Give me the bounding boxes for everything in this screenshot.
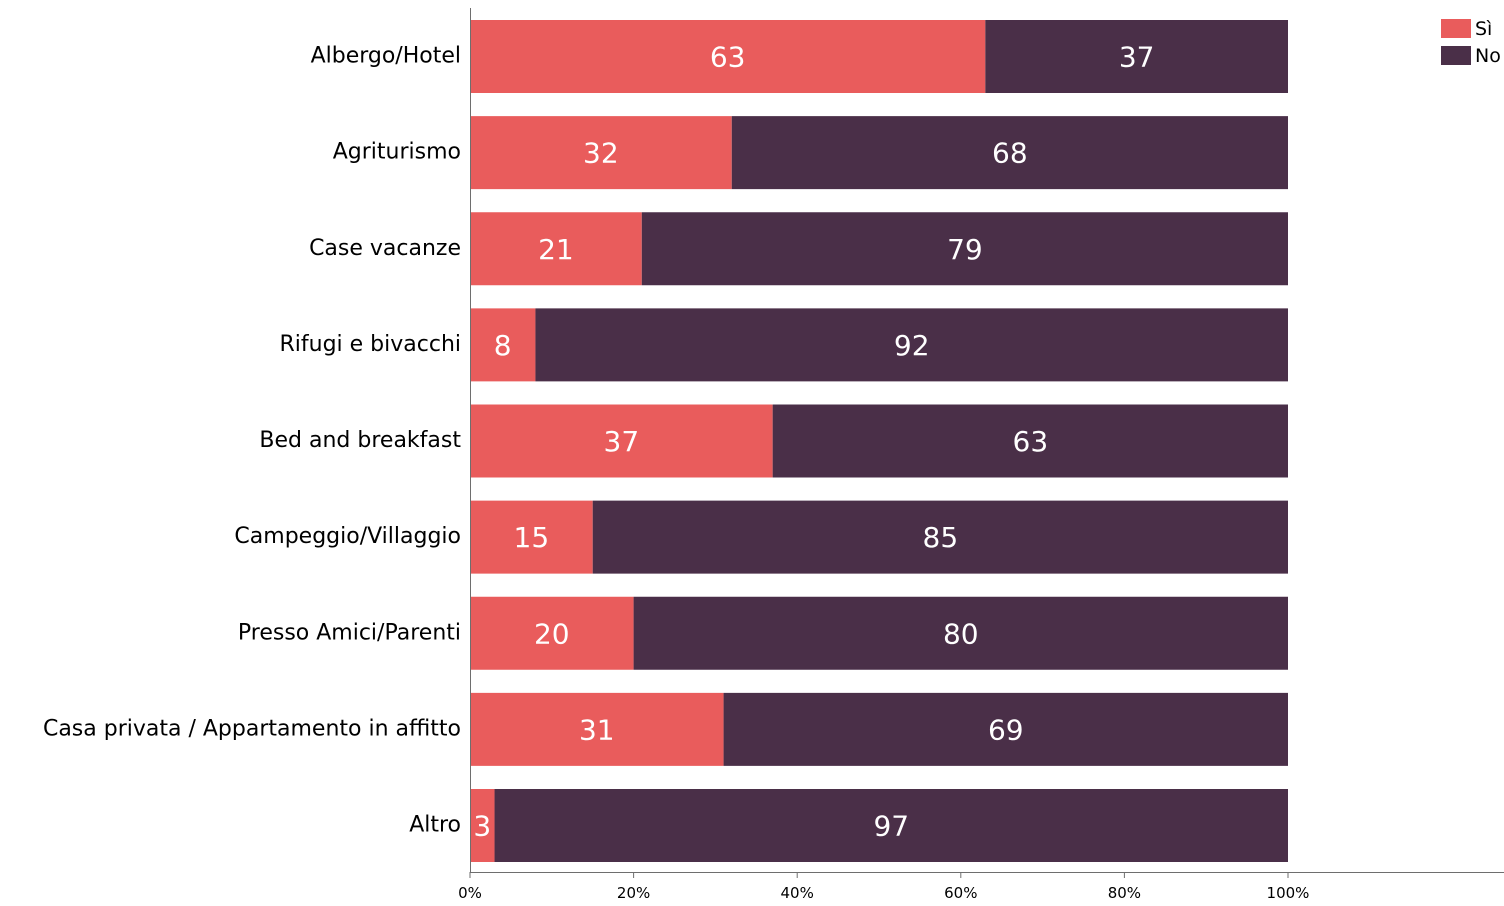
legend: Sì No <box>1441 18 1501 67</box>
x-tick-label: 40% <box>781 884 814 902</box>
bar-value-label: 85 <box>923 521 959 554</box>
bar-value-label: 68 <box>992 137 1028 170</box>
legend-label: No <box>1475 45 1501 67</box>
bar-value-label: 69 <box>988 713 1024 746</box>
category-label: Albergo/Hotel <box>311 44 461 69</box>
category-label: Campeggio/Villaggio <box>234 524 461 549</box>
x-tick-label: 0% <box>458 884 482 902</box>
category-label: Rifugi e bivacchi <box>279 332 461 357</box>
bar-segment-no <box>641 212 1288 286</box>
category-label: Casa privata / Appartamento in affitto <box>43 716 461 741</box>
bar-value-label: 20 <box>534 617 570 650</box>
bar-segment-no <box>494 789 1288 862</box>
bar-segment-no <box>731 116 1288 190</box>
bars-group: 63 37 32 68 21 79 8 92 37 63 15 85 20 80 31 69 3 97 <box>470 20 1288 862</box>
bar-value-label: 63 <box>1013 425 1049 458</box>
bar-segment-si <box>470 404 773 478</box>
bar-segment-si <box>470 500 593 574</box>
bar-segment-no <box>985 20 1288 93</box>
bar-value-label: 79 <box>947 233 983 266</box>
bar-value-label: 8 <box>494 329 512 362</box>
bar-segment-si <box>470 308 536 382</box>
legend-swatch <box>1441 46 1471 65</box>
category-label: Agriturismo <box>333 140 461 165</box>
bar-value-label: 37 <box>1119 41 1155 74</box>
bar-value-label: 92 <box>894 329 930 362</box>
legend-swatch <box>1441 19 1471 38</box>
bar-value-label: 37 <box>604 425 640 458</box>
bar-value-label: 32 <box>583 137 619 170</box>
bar-value-label: 15 <box>514 521 550 554</box>
x-tick-label: 100% <box>1267 884 1310 902</box>
bar-value-label: 3 <box>473 810 491 843</box>
bar-segment-si <box>470 596 634 670</box>
bar-segment-no <box>535 308 1288 382</box>
category-label: Case vacanze <box>309 236 461 261</box>
bar-segment-no <box>772 404 1288 478</box>
x-tick-label: 20% <box>617 884 650 902</box>
category-labels: Albergo/Hotel Agriturismo Case vacanze Rifu… <box>43 44 461 838</box>
bar-segment-no <box>633 596 1288 670</box>
bar-segment-si <box>470 692 724 766</box>
bar-value-label: 21 <box>538 233 574 266</box>
bar-segment-si <box>470 789 495 862</box>
bar-value-label: 97 <box>873 810 909 843</box>
bar-value-label: 31 <box>579 713 615 746</box>
category-label: Bed and breakfast <box>259 428 461 453</box>
category-label: Altro <box>409 813 461 838</box>
bar-segment-si <box>470 116 732 190</box>
bar-segment-no <box>592 500 1288 574</box>
x-tick-label: 80% <box>1108 884 1141 902</box>
x-axis-ticks: 0% 20% 40% 60% 80% 100% <box>458 872 1309 902</box>
bar-segment-no <box>723 692 1288 766</box>
bar-value-label: 63 <box>710 41 746 74</box>
bar-value-label: 80 <box>943 617 979 650</box>
category-label: Presso Amici/Parenti <box>238 620 461 645</box>
legend-label: Sì <box>1475 18 1492 40</box>
bar-segment-si <box>470 212 642 286</box>
x-tick-label: 60% <box>944 884 977 902</box>
bar-segment-si <box>470 20 986 93</box>
